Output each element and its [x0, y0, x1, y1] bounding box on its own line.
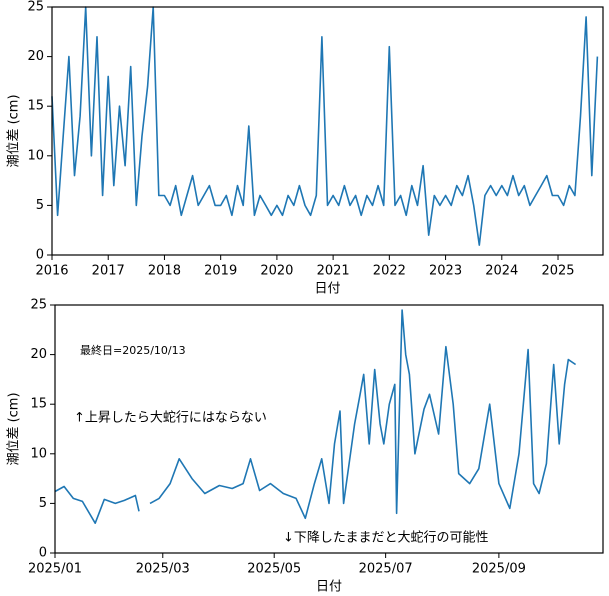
plot-frame: [51, 6, 604, 256]
annotation: ↓下降したままだと大蛇行の可能性: [283, 531, 489, 546]
x-tick-label: 2025: [541, 264, 574, 279]
x-tick-label: 2020: [260, 264, 293, 279]
y-tick-label: 10: [27, 148, 44, 163]
x-tick-label: 2019: [204, 264, 237, 279]
y-tick-label: 25: [27, 0, 44, 15]
y-tick-label: 20: [27, 49, 44, 64]
x-tick-label: 2018: [148, 264, 181, 279]
y-axis-label: 潮位差 (cm): [7, 94, 22, 167]
x-tick-label: 2025/07: [359, 562, 413, 577]
x-tick-label: 2023: [429, 264, 462, 279]
x-tick-label: 2025/01: [28, 562, 82, 577]
y-tick-label: 15: [30, 397, 47, 412]
y-tick-label: 5: [39, 496, 47, 511]
y-tick-label: 5: [36, 198, 44, 213]
data-line: [51, 6, 599, 246]
x-tick-label: 2016: [35, 264, 68, 279]
y-tick-label: 15: [27, 99, 44, 114]
x-tick-label: 2025/09: [472, 562, 526, 577]
y-tick-label: 20: [30, 347, 47, 362]
x-tick-label: 2017: [92, 264, 125, 279]
x-axis-label: 日付: [316, 580, 342, 595]
x-tick-label: 2021: [317, 264, 350, 279]
y-tick-label: 0: [36, 248, 44, 263]
y-tick-label: 10: [30, 446, 47, 461]
x-axis-label: 日付: [314, 282, 340, 297]
y-tick-label: 0: [39, 546, 47, 561]
y-axis-label: 潮位差 (cm): [7, 392, 22, 465]
x-tick-label: 2025/05: [247, 562, 301, 577]
x-tick-label: 2022: [373, 264, 406, 279]
x-tick-label: 2025/03: [136, 562, 190, 577]
annotation: 最終日=2025/10/13: [80, 343, 186, 357]
annotation: ↑上昇したら大蛇行にはならない: [74, 411, 267, 426]
y-tick-label: 25: [30, 298, 47, 313]
data-line: [54, 309, 577, 524]
plot-frame: [54, 304, 604, 554]
x-tick-label: 2024: [485, 264, 518, 279]
